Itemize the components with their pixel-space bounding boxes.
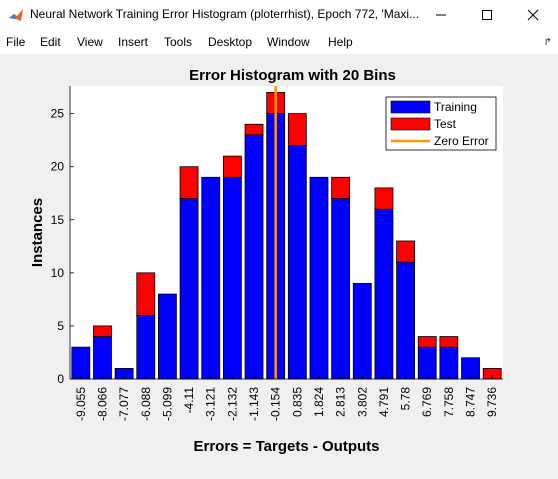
- menu-bar: File Edit View Insert Tools Desktop Wind…: [0, 30, 558, 54]
- bar-test: [93, 325, 112, 337]
- chart-title: Error Histogram with 20 Bins: [189, 67, 396, 84]
- x-tick-label: 7.758: [442, 387, 456, 417]
- bar-training: [158, 293, 177, 380]
- bar-test: [374, 187, 394, 210]
- window-title: Neural Network Training Error Histogram …: [30, 7, 420, 21]
- undock-arrow-icon[interactable]: ↱: [543, 37, 552, 48]
- y-axis-label: Instances: [29, 198, 46, 267]
- figure-area: -9.055 -8.066 -7.077 -6.088 -5.099 -4.11 -3.12…: [0, 54, 558, 474]
- minimize-button[interactable]: [418, 0, 464, 30]
- x-tick-label: 5.78: [399, 387, 413, 411]
- y-tick-label: 20: [51, 160, 65, 174]
- close-icon: [527, 9, 539, 21]
- maximize-icon: [482, 10, 492, 20]
- bar-test: [244, 123, 264, 136]
- legend-label-zero-error: Zero Error: [434, 134, 489, 148]
- bar-training: [374, 208, 394, 380]
- x-tick-label: -9.055: [74, 387, 88, 421]
- menu-edit[interactable]: Edit: [40, 35, 61, 49]
- x-tick-label: -6.088: [139, 387, 153, 421]
- legend-label-training: Training: [434, 100, 477, 114]
- bar-test: [331, 176, 351, 199]
- legend-swatch-training: [390, 100, 431, 114]
- x-tick-label: -1.143: [247, 387, 261, 421]
- error-histogram-chart: -9.055 -8.066 -7.077 -6.088 -5.099 -4.11 -3.12…: [29, 67, 503, 455]
- x-tick-label: 8.747: [464, 387, 478, 417]
- bar-training: [417, 346, 437, 380]
- y-tick-label: 10: [51, 266, 65, 280]
- maximize-button[interactable]: [464, 0, 510, 30]
- y-tick-label: 25: [51, 107, 65, 121]
- x-tick-label: -8.066: [95, 387, 109, 421]
- x-tick-label: 4.791: [377, 387, 391, 417]
- menu-window[interactable]: Window: [267, 35, 310, 49]
- bar-training: [222, 176, 242, 380]
- x-tick-label: -2.132: [225, 387, 239, 421]
- bar-training: [244, 134, 264, 380]
- bar-training: [287, 145, 307, 380]
- bar-training: [352, 283, 372, 380]
- bar-training: [136, 314, 156, 380]
- bar-test: [417, 336, 437, 348]
- legend-label-test: Test: [434, 117, 457, 131]
- bar-test: [136, 272, 156, 316]
- legend-swatch-test: [390, 117, 431, 131]
- x-tick-label: 3.802: [355, 387, 369, 417]
- x-tick-label: 9.736: [485, 387, 499, 417]
- bar-training: [93, 336, 112, 380]
- x-tick-label: -3.121: [204, 387, 218, 421]
- menu-insert[interactable]: Insert: [118, 35, 149, 49]
- bar-training: [439, 346, 459, 380]
- matlab-icon: [9, 9, 23, 21]
- x-tick-label: 2.813: [334, 387, 348, 417]
- x-axis-label: Errors = Targets - Outputs: [193, 438, 379, 455]
- bar-training: [179, 198, 199, 380]
- x-tick-label: 6.769: [420, 387, 434, 417]
- bar-test: [287, 113, 307, 146]
- bar-test: [396, 240, 415, 263]
- menu-desktop[interactable]: Desktop: [208, 35, 253, 49]
- bar-training: [331, 198, 351, 380]
- bar-training: [309, 176, 329, 380]
- y-tick-label: 15: [51, 213, 65, 227]
- close-button[interactable]: [510, 0, 556, 30]
- x-tick-label: -5.099: [160, 387, 174, 421]
- bar-training: [201, 176, 221, 380]
- bar-test: [179, 166, 199, 199]
- x-tick-label: 0.835: [290, 387, 304, 417]
- x-tick-label: -0.154: [269, 387, 283, 421]
- minimize-icon: [436, 14, 446, 16]
- menu-tools[interactable]: Tools: [164, 35, 193, 49]
- bar-training: [396, 261, 415, 380]
- bar-training: [71, 346, 91, 380]
- menu-help[interactable]: Help: [328, 35, 353, 49]
- y-tick-label: 0: [57, 372, 64, 386]
- title-bar: Neural Network Training Error Histogram …: [0, 0, 558, 30]
- bar-test: [439, 336, 459, 348]
- menu-file[interactable]: File: [6, 35, 26, 49]
- menu-view[interactable]: View: [77, 35, 103, 49]
- x-tick-label: 1.824: [312, 387, 326, 417]
- x-tick-label: -4.11: [182, 387, 196, 414]
- x-tick-label: -7.077: [117, 387, 131, 421]
- bar-test: [222, 155, 242, 178]
- y-tick-label: 5: [57, 319, 64, 333]
